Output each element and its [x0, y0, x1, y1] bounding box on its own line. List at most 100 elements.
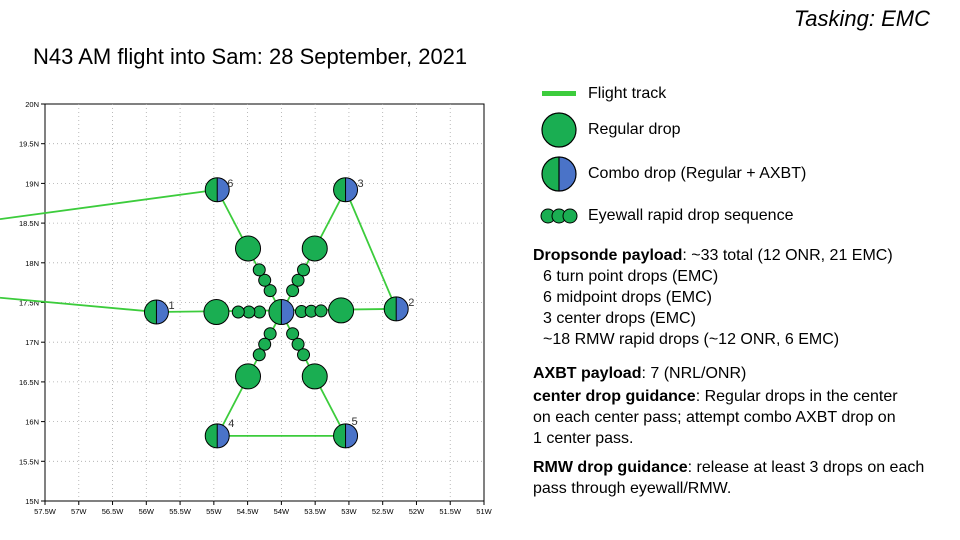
- y-tick-label: 15.5N: [19, 457, 39, 466]
- x-tick-label: 56.5W: [102, 507, 125, 516]
- combo-drop-regular-half: [205, 423, 218, 448]
- eyewall-sequence-icon: [540, 196, 580, 236]
- page-title: N43 AM flight into Sam: 28 September, 20…: [33, 44, 468, 69]
- payload-item: 3 center drops (EMC): [543, 310, 696, 327]
- eyewall-drop: [258, 337, 272, 351]
- y-tick-label: 15N: [25, 497, 39, 506]
- axbt-payload-block: AXBT payload: 7 (NRL/ONR): [533, 363, 953, 384]
- eyewall-drop: [314, 304, 328, 318]
- midpoint-drop: [328, 297, 355, 324]
- combo-drop: [333, 423, 359, 449]
- x-tick-label: 52W: [409, 507, 425, 516]
- x-tick-label: 57.5W: [34, 507, 57, 516]
- combo-drop: [333, 177, 359, 203]
- x-tick-label: 54W: [274, 507, 290, 516]
- combo-drop-regular-half: [205, 177, 218, 202]
- combo-drop-axbt-half: [396, 296, 409, 321]
- y-tick-label: 20N: [25, 100, 39, 109]
- midpoint-drop: [301, 235, 328, 262]
- legend-flight-track: Flight track: [540, 74, 666, 114]
- combo-drop: [143, 299, 169, 325]
- turn-point-label: 3: [358, 178, 364, 190]
- turn-point-label: 5: [352, 416, 358, 428]
- combo-drop-axbt-half: [217, 423, 230, 448]
- eyewall-drop: [263, 284, 277, 298]
- combo-drop-regular-half: [333, 423, 346, 448]
- y-tick-label: 18.5N: [19, 219, 39, 228]
- turn-point-label: 2: [408, 297, 414, 309]
- midpoint-drop: [235, 235, 262, 262]
- eyewall-drop: [297, 348, 311, 362]
- dropsonde-value: : ~33 total (12 ONR, 21 EMC): [682, 247, 893, 264]
- x-tick-label: 55W: [206, 507, 222, 516]
- regular-drop-icon: [540, 110, 580, 150]
- combo-drop: [204, 177, 230, 203]
- combo-drop: [383, 296, 409, 322]
- track-segment: [0, 296, 157, 313]
- map-frame: [44, 103, 485, 502]
- eyewall-drop: [252, 263, 266, 277]
- combo-drop: [268, 299, 295, 326]
- center-value: : Regular drops in the center on each ce…: [533, 388, 898, 447]
- eyewall-drop: [297, 263, 311, 277]
- x-tick-label: 53.5W: [304, 507, 327, 516]
- map-grid: [44, 103, 485, 502]
- combo-drop-regular-half: [384, 296, 397, 321]
- rmw-guidance-block: RMW drop guidance: release at least 3 dr…: [533, 457, 943, 499]
- eyewall-drop: [286, 327, 300, 341]
- combo-drop-icon: [540, 154, 580, 194]
- payload-item: ~18 RMW rapid drops (~12 ONR, 6 EMC): [543, 331, 840, 348]
- x-tick-label: 55.5W: [169, 507, 192, 516]
- x-tick-label: 52.5W: [372, 507, 395, 516]
- turn-point-label: 4: [228, 418, 234, 430]
- x-tick-label: 56W: [139, 507, 155, 516]
- midpoint-drop: [235, 363, 262, 390]
- combo-drop-regular-half: [144, 300, 157, 325]
- eyewall-drop: [252, 348, 266, 362]
- combo-drop-regular-half: [268, 299, 282, 325]
- payload-item: 6 midpoint drops (EMC): [543, 289, 712, 306]
- y-tick-label: 16N: [25, 418, 39, 427]
- y-tick-label: 16.5N: [19, 378, 39, 387]
- x-tick-label: 53W: [341, 507, 357, 516]
- tasking-label: Tasking: EMC: [793, 6, 930, 31]
- rmw-value: : release at least 3 drops on each pass …: [533, 459, 925, 497]
- combo-drop-axbt-half: [281, 299, 294, 325]
- combo-drop-axbt-half: [345, 423, 358, 448]
- turn-point-label: 6: [227, 178, 233, 190]
- combo-drop: [204, 423, 230, 449]
- track-segment: [0, 188, 218, 221]
- legend-regular-drop: Regular drop: [540, 110, 681, 150]
- legend-label: Flight track: [588, 85, 667, 102]
- x-tick-label: 51.5W: [439, 507, 462, 516]
- center-heading: center drop guidance: [533, 388, 696, 405]
- x-tick-label: 51W: [476, 507, 492, 516]
- flight-pattern-map: 57.5W 57W 56.5W 56W 55.5W 55W 54.5W 54W 53.5W 53W…: [0, 100, 493, 516]
- midpoint-drop: [203, 299, 230, 326]
- legend-label: Combo drop (Regular + AXBT): [588, 165, 807, 182]
- rmw-heading: RMW drop guidance: [533, 459, 688, 476]
- y-tick-label: 17.5N: [19, 299, 39, 308]
- legend-label: Regular drop: [588, 121, 681, 138]
- y-tick-label: 19.5N: [19, 140, 39, 149]
- legend-label: Eyewall rapid drop sequence: [588, 207, 794, 224]
- y-tick-label: 19N: [25, 179, 39, 188]
- eyewall-drop: [291, 273, 305, 287]
- eyewall-drop: [263, 327, 277, 341]
- y-tick-label: 17N: [25, 338, 39, 347]
- dropsonde-heading: Dropsonde payload: [533, 247, 683, 264]
- payload-item: 6 turn point drops (EMC): [543, 268, 719, 285]
- axbt-value: : 7 (NRL/ONR): [641, 365, 747, 382]
- y-tick-label: 18N: [25, 259, 39, 268]
- eyewall-drop: [258, 273, 272, 287]
- combo-drop-axbt-half: [156, 300, 169, 325]
- turn-point-labels: 1 2 3 4 5 6: [168, 178, 414, 430]
- eyewall-drop: [231, 305, 245, 319]
- map-axis-ticks: 57.5W 57W 56.5W 56W 55.5W 55W 54.5W 54W 53.5W 53W…: [19, 100, 493, 516]
- combo-drop-axbt-half: [217, 177, 230, 202]
- legend-combo-drop: Combo drop (Regular + AXBT): [540, 154, 806, 194]
- legend-eyewall: Eyewall rapid drop sequence: [540, 196, 793, 236]
- drop-markers: [143, 177, 409, 449]
- combo-drop-axbt-half: [345, 177, 358, 202]
- dropsonde-payload-block: Dropsonde payload: ~33 total (12 ONR, 21…: [533, 245, 953, 350]
